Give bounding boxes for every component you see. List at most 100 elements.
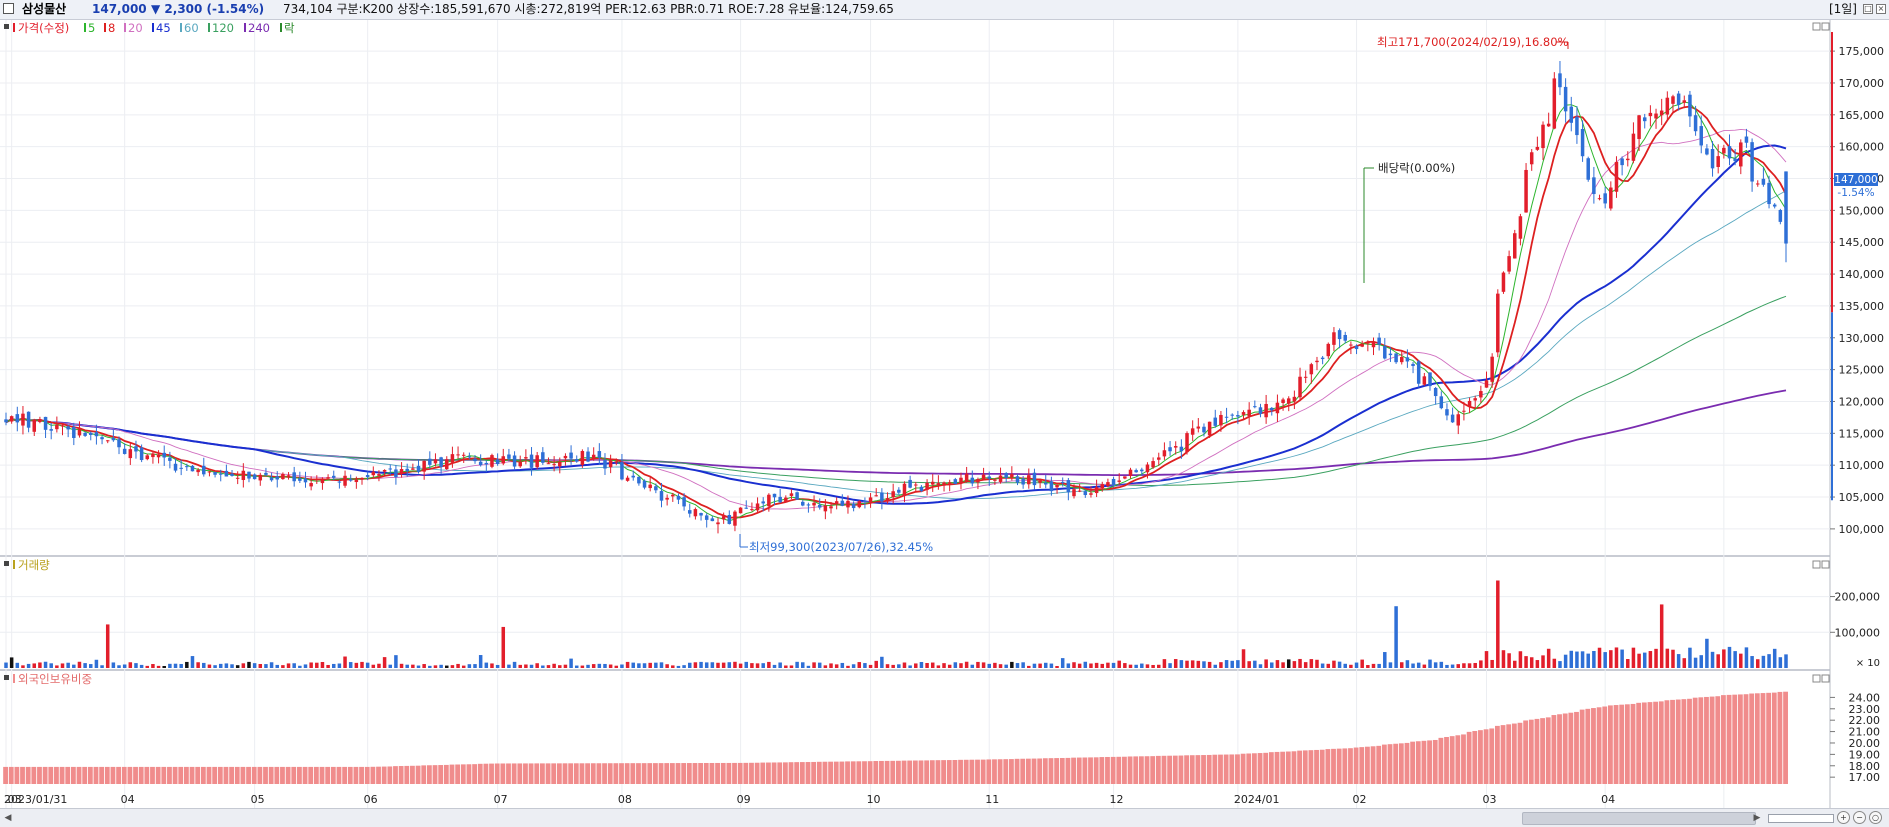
volume-bar [1292, 661, 1297, 668]
maximize-icon[interactable]: □ [1863, 4, 1873, 14]
candle [1219, 410, 1223, 432]
candle [89, 431, 93, 441]
candle [1620, 156, 1624, 176]
candle [625, 475, 630, 482]
candle [360, 477, 364, 485]
volume-bar [218, 663, 223, 668]
foreign-bar [477, 763, 483, 784]
candle [767, 493, 771, 512]
high-label: 최고171,700(2024/02/19),16.80% [1377, 35, 1569, 49]
candle [1710, 141, 1715, 177]
candle [704, 513, 709, 528]
foreign-bar [1641, 702, 1647, 784]
foreign-bar [1777, 691, 1783, 784]
volume-bar [840, 662, 845, 668]
candle [1575, 106, 1579, 144]
candle [546, 457, 551, 465]
foreign-bar [1506, 724, 1512, 784]
scroll-thumb[interactable] [1522, 812, 1756, 825]
foreign-bar [161, 766, 167, 784]
candle [942, 481, 946, 492]
foreign-bar [1054, 758, 1060, 784]
foreign-bar [65, 766, 71, 784]
zoom-in-icon[interactable]: + [1837, 811, 1850, 824]
volume-unit-label: × 10 [1856, 658, 1880, 669]
volume-bar [1202, 661, 1206, 668]
volume-bar [1190, 660, 1195, 668]
foreign-bar [313, 766, 319, 784]
scroll-right-icon[interactable]: ▶ [1753, 813, 1761, 823]
candle [185, 463, 189, 471]
foreign-bar [1455, 735, 1461, 784]
volume-bar [1077, 663, 1082, 668]
legend-ma-8: 8 [108, 21, 115, 35]
foreign-bar [1093, 757, 1099, 784]
foreign-bar [42, 766, 48, 784]
price-panel-close-icon[interactable] [1821, 22, 1830, 31]
price-tick-label: 140,000 [1839, 268, 1885, 281]
foreign-bar [500, 763, 506, 784]
volume-bar [1422, 664, 1427, 668]
foreign-bar [1122, 756, 1127, 784]
volume-panel-maximize-icon[interactable] [1812, 560, 1821, 569]
foreign-panel-maximize-icon[interactable] [1812, 674, 1821, 683]
candle [1473, 395, 1477, 408]
candle [524, 449, 528, 465]
volume-bar [1117, 660, 1121, 668]
volume-bar [235, 665, 240, 668]
period-selector[interactable]: [1일] [1828, 2, 1857, 16]
volume-bar [687, 662, 692, 668]
foreign-bar [1229, 754, 1235, 784]
candle [738, 507, 743, 514]
foreign-bar [1031, 758, 1037, 784]
foreign-bar [929, 760, 935, 784]
candle [1077, 483, 1082, 493]
zoom-out-icon[interactable]: − [1853, 811, 1866, 824]
volume-bar [1151, 664, 1155, 668]
volume-bar [394, 655, 398, 668]
volume-bar [224, 663, 229, 668]
candle [1230, 413, 1234, 420]
volume-bar [603, 663, 607, 668]
foreign-bar [70, 766, 76, 784]
volume-bar [1264, 659, 1268, 668]
foreign-bar [1624, 704, 1630, 784]
candle [1592, 166, 1596, 204]
volume-bar [891, 664, 895, 668]
volume-bar [535, 663, 539, 668]
volume-bar [105, 624, 110, 668]
close-icon[interactable]: × [1876, 4, 1886, 14]
volume-bar [1580, 651, 1585, 668]
candle [1682, 95, 1687, 109]
candle [134, 440, 138, 459]
foreign-bar [336, 766, 342, 784]
candle [1043, 474, 1048, 489]
horizontal-scrollbar[interactable]: ◀ ▶ + − ○ [0, 808, 1889, 827]
ma-line-45 [5, 144, 1787, 505]
foreign-bar [1009, 759, 1014, 784]
zoom-reset-icon[interactable]: ○ [1869, 811, 1882, 824]
zoom-slider[interactable] [1768, 814, 1834, 823]
foreign-bar [1664, 700, 1670, 784]
price-tick-label: 100,000 [1839, 523, 1885, 536]
volume-bar [897, 664, 901, 668]
legend-price: 가격(수정) [18, 21, 69, 35]
price-panel-maximize-icon[interactable] [1812, 22, 1821, 31]
foreign-bar [1387, 744, 1393, 784]
candle [1066, 477, 1071, 501]
foreign-panel-close-icon[interactable] [1821, 674, 1830, 683]
foreign-bar [1726, 694, 1732, 784]
foreign-bar [619, 763, 624, 784]
volume-panel-close-icon[interactable] [1821, 560, 1830, 569]
candle [501, 448, 506, 466]
select-checkbox[interactable] [3, 3, 14, 14]
candle [156, 450, 161, 464]
volume-bar [439, 664, 443, 668]
foreign-bar [1246, 753, 1252, 784]
scroll-left-icon[interactable]: ◀ [4, 813, 12, 823]
foreign-bar [1020, 758, 1026, 784]
foreign-bar [234, 766, 240, 784]
high-annotation: 최고171,700(2024/02/19),16.80% [1377, 35, 1569, 49]
candle [727, 510, 732, 525]
volume-bar [541, 665, 545, 668]
